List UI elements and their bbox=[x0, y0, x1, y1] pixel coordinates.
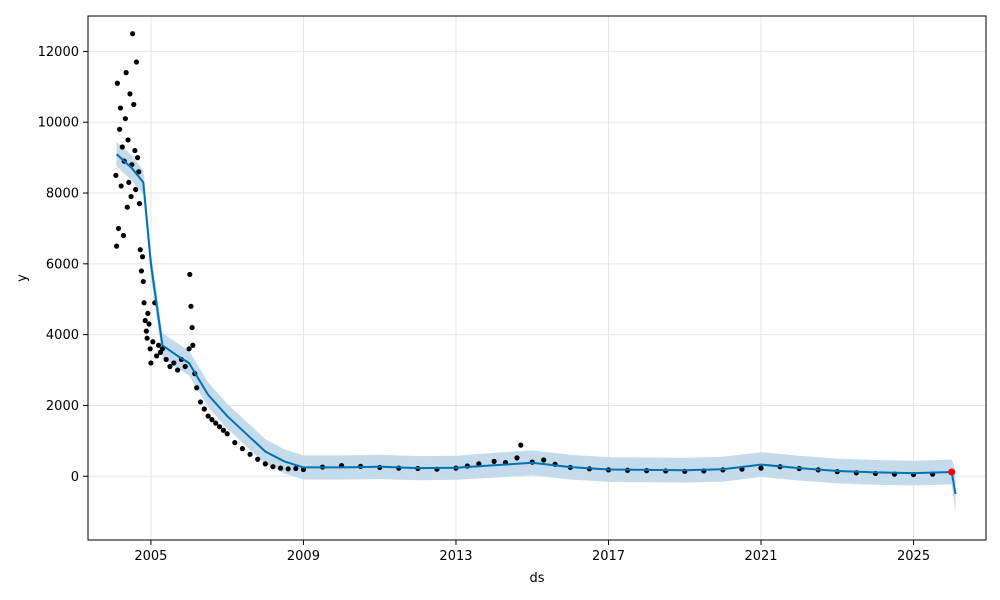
observed-points bbox=[113, 31, 955, 478]
data-point bbox=[120, 232, 127, 239]
data-point bbox=[137, 247, 143, 253]
data-point bbox=[541, 457, 547, 463]
data-point bbox=[155, 342, 162, 348]
data-point bbox=[140, 278, 146, 285]
data-point bbox=[113, 243, 120, 249]
data-point bbox=[201, 406, 207, 412]
data-point bbox=[117, 126, 123, 132]
x-tick-label: 2013 bbox=[439, 549, 472, 564]
data-point bbox=[119, 144, 125, 150]
data-point bbox=[232, 440, 238, 446]
x-tick-label: 2021 bbox=[744, 549, 777, 564]
data-point bbox=[239, 446, 246, 452]
data-point bbox=[122, 116, 128, 122]
x-tick-label: 2017 bbox=[592, 549, 625, 564]
data-point bbox=[139, 254, 146, 260]
data-point bbox=[255, 456, 261, 462]
data-point bbox=[146, 321, 152, 327]
data-point bbox=[126, 179, 132, 186]
uncertainty-band bbox=[116, 141, 956, 514]
data-point bbox=[131, 101, 137, 108]
data-point bbox=[224, 431, 230, 437]
data-point bbox=[205, 413, 211, 419]
data-point bbox=[138, 268, 144, 274]
data-point bbox=[247, 451, 253, 457]
data-point bbox=[113, 172, 119, 178]
highlight-point bbox=[948, 468, 956, 476]
data-point bbox=[189, 324, 195, 331]
data-point bbox=[130, 31, 136, 37]
forecast-line bbox=[115, 153, 957, 495]
x-tick-label: 2025 bbox=[897, 549, 930, 564]
data-point bbox=[186, 346, 192, 352]
data-point bbox=[150, 339, 156, 345]
data-point bbox=[220, 427, 226, 433]
y-tick-label: 10000 bbox=[38, 116, 79, 131]
axis-ticks: 2005 2009 2013 2017 2021 2025 0 2000 4000 6000 800… bbox=[38, 45, 930, 564]
data-point bbox=[175, 367, 181, 373]
y-tick-label: 8000 bbox=[46, 187, 79, 202]
data-point bbox=[187, 271, 193, 278]
data-point bbox=[476, 461, 482, 467]
data-point bbox=[154, 353, 160, 359]
data-point bbox=[171, 360, 177, 366]
data-point bbox=[145, 310, 151, 317]
x-tick-label: 2005 bbox=[134, 549, 167, 564]
data-point bbox=[118, 183, 124, 189]
data-point bbox=[194, 385, 200, 391]
data-point bbox=[133, 186, 139, 193]
data-point bbox=[285, 466, 291, 472]
y-axis-title: y bbox=[15, 274, 30, 282]
plot-frame bbox=[87, 15, 987, 541]
data-point bbox=[127, 91, 133, 97]
y-tick-label: 2000 bbox=[46, 399, 79, 414]
data-point bbox=[159, 346, 165, 352]
data-point bbox=[182, 363, 188, 370]
data-point bbox=[125, 137, 131, 143]
data-point bbox=[190, 342, 196, 348]
data-point bbox=[293, 465, 299, 472]
data-point bbox=[133, 59, 140, 65]
data-point bbox=[128, 193, 134, 200]
y-tick-label: 6000 bbox=[46, 257, 79, 272]
data-point bbox=[136, 169, 142, 175]
data-point bbox=[123, 70, 129, 76]
data-point bbox=[277, 465, 284, 471]
x-tick-label: 2009 bbox=[287, 549, 320, 564]
data-point bbox=[132, 147, 138, 154]
data-point bbox=[141, 300, 147, 306]
data-point bbox=[216, 424, 223, 430]
data-point bbox=[213, 420, 219, 426]
data-point bbox=[144, 335, 150, 341]
data-point bbox=[758, 465, 764, 471]
y-tick-label: 0 bbox=[71, 470, 79, 485]
data-point bbox=[136, 201, 143, 207]
data-point bbox=[491, 458, 497, 464]
x-axis-title: ds bbox=[529, 571, 544, 586]
data-point bbox=[134, 155, 141, 161]
data-point bbox=[209, 417, 215, 423]
data-point bbox=[163, 356, 169, 363]
grid-lines bbox=[88, 16, 986, 540]
data-point bbox=[188, 303, 194, 309]
data-point bbox=[143, 328, 149, 334]
data-point bbox=[117, 105, 124, 111]
data-point bbox=[142, 317, 148, 324]
data-point bbox=[147, 346, 153, 352]
data-point bbox=[167, 363, 173, 370]
data-point bbox=[114, 80, 120, 86]
y-tick-label: 4000 bbox=[46, 328, 79, 343]
data-point bbox=[270, 464, 276, 470]
data-point bbox=[197, 399, 204, 405]
y-tick-label: 12000 bbox=[38, 45, 79, 60]
data-point bbox=[124, 204, 130, 210]
data-point bbox=[262, 461, 268, 467]
data-point bbox=[148, 360, 154, 366]
data-point bbox=[115, 225, 122, 232]
data-point bbox=[514, 455, 520, 461]
data-point bbox=[518, 442, 524, 448]
